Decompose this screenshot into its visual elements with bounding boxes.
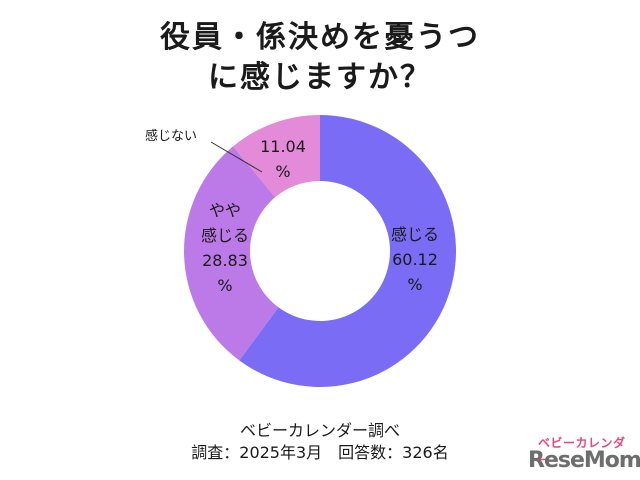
slice-label-1: やや感じる 28.83% <box>201 201 249 295</box>
callout-leader-line <box>210 141 263 173</box>
slice-label-2: 11.04% <box>260 137 306 181</box>
chart-title: 役員・係決めを憂うつ に感じますか？ <box>0 18 640 98</box>
logo-wordmark: ReseMom <box>528 448 640 473</box>
slice-label-0-line-1: 60.12 <box>392 250 438 269</box>
source-note: ベビーカレンダー調べ 調査：2025年3月 回答数：326名 <box>0 420 640 464</box>
slice-label-0-line-2: % <box>407 275 422 294</box>
slice-label-1-line-1: 感じる <box>201 226 249 245</box>
slice-label-2-line-0: 11.04 <box>260 137 306 156</box>
source-line-2: 調査：2025年3月 回答数：326名 <box>191 443 449 462</box>
slice-label-0: 感じる 60.12% <box>391 225 439 294</box>
slices-group <box>183 115 456 387</box>
slice-label-1-line-2: 28.83 <box>202 251 248 270</box>
logo-subtitle: ベビーカレンダー <box>538 436 626 467</box>
callout-label-kanjinai: 感じない <box>145 128 197 144</box>
slice-0 <box>239 115 456 387</box>
resemom-logo: ベビーカレンダー ReseMom <box>528 434 640 476</box>
source-line-1: ベビーカレンダー調べ <box>239 421 400 440</box>
slice-label-2-line-1: % <box>275 162 290 181</box>
slice-labels-group: 感じる 60.12 %やや感じる 28.83 %11.04% <box>201 137 439 295</box>
title-line-1: 役員・係決めを憂うつ <box>160 20 480 55</box>
slice-2 <box>233 115 320 198</box>
slice-label-1-line-0: やや <box>209 201 241 220</box>
title-line-2: に感じますか？ <box>208 60 432 95</box>
slice-label-0-line-0: 感じる <box>391 225 439 244</box>
slice-label-1-line-3: % <box>217 276 232 295</box>
slice-1 <box>183 146 279 361</box>
